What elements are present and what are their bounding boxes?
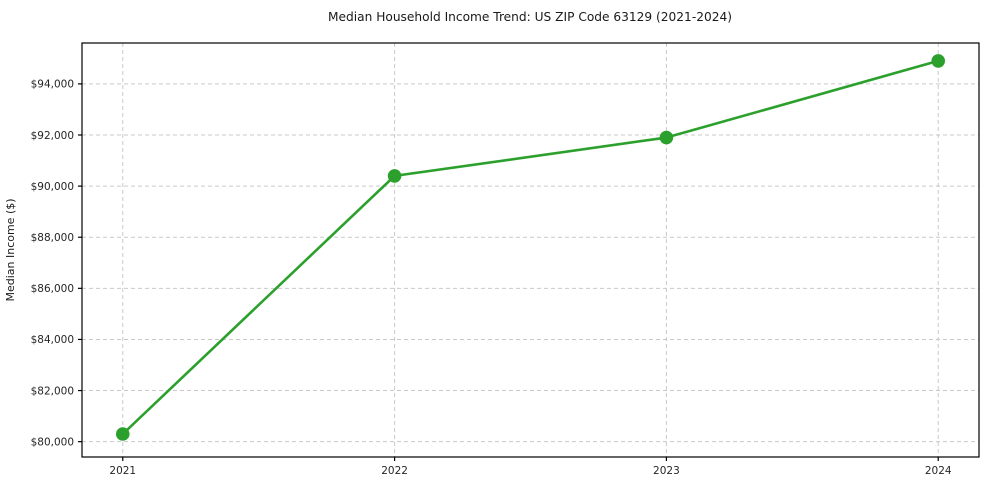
data-point — [387, 169, 402, 183]
y-tick-label: $82,000 — [31, 385, 74, 397]
grid-layer — [82, 43, 979, 457]
y-tick-label: $86,000 — [31, 283, 74, 295]
y-tick-label: $80,000 — [31, 436, 74, 448]
y-tick-label: $94,000 — [31, 79, 74, 91]
x-tick-label: 2022 — [381, 465, 408, 477]
data-point — [115, 427, 130, 441]
axis-frame — [81, 42, 980, 458]
x-tick-label: 2021 — [109, 465, 136, 477]
data-point — [659, 130, 674, 145]
x-tick-label: 2024 — [925, 465, 952, 477]
y-tick-label: $92,000 — [31, 130, 74, 142]
y-tick-label: $88,000 — [31, 232, 74, 244]
y-tick-label: $84,000 — [31, 334, 74, 346]
trend-line — [121, 59, 940, 436]
x-tick-label: 2023 — [653, 465, 680, 477]
y-tick-label: $90,000 — [31, 181, 74, 193]
y-axis-label: Median Income ($) — [4, 198, 17, 301]
axis-layer: $80,000 $82,000 $84,000 $86,000 $88,000 $90,0… — [31, 42, 980, 477]
chart-title: Median Household Income Trend: US ZIP Co… — [328, 10, 732, 24]
data-point — [931, 54, 946, 68]
series-layer — [115, 54, 946, 441]
